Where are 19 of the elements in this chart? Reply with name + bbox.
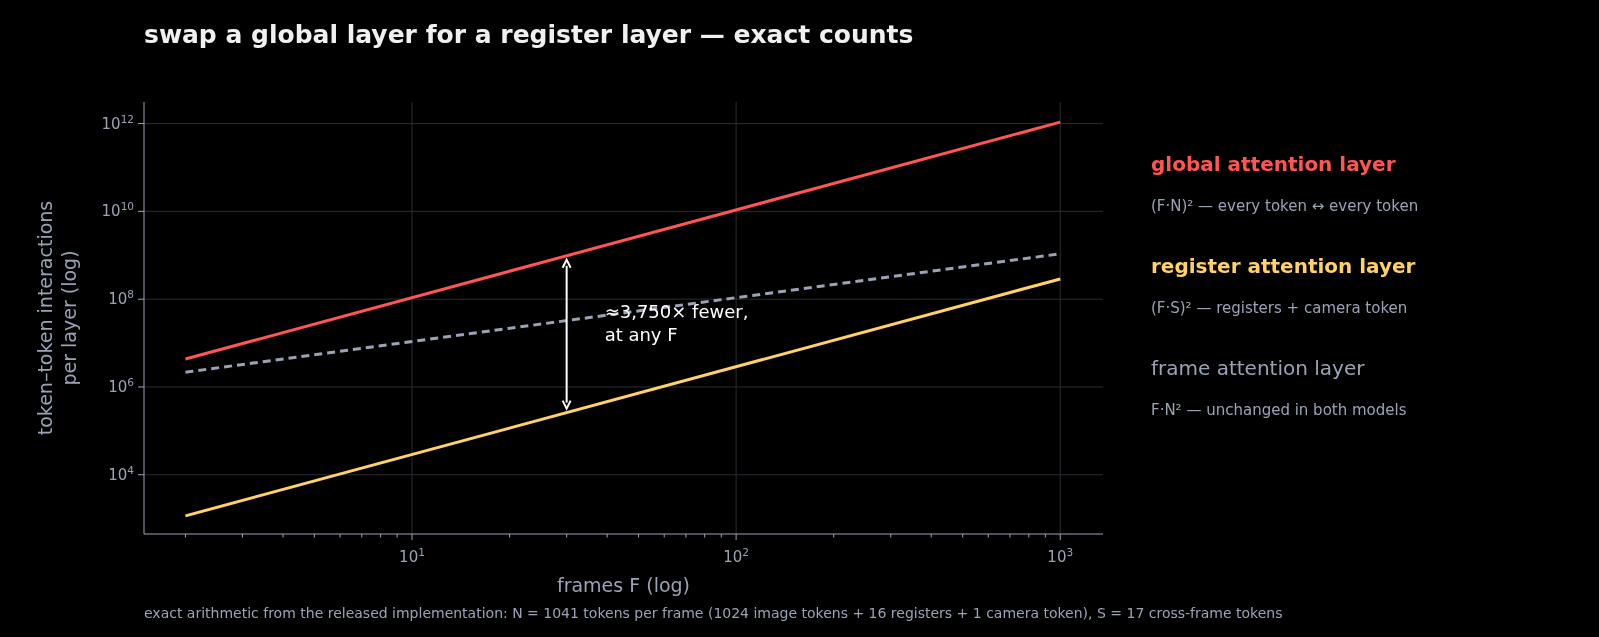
text: (F·S)² — registers + camera token — [1151, 299, 1408, 317]
y-tick-label: 10$^{12}$ — [101, 112, 134, 133]
chart-title: swap a global layer for a register layer — exact counts — [144, 20, 914, 49]
text: global attention layer — [1151, 152, 1396, 176]
x-axis-title: frames F (log) — [556, 574, 691, 596]
x-tick-label: 10$^{1}$ — [399, 546, 425, 566]
text: register attention layer — [1151, 254, 1416, 278]
y-tick-label: 10$^{10}$ — [101, 200, 134, 221]
text: exact arithmetic from the released implementation: N = 1041 tokens per frame (1024 image tokens + 16 registers + 1 camera token), S = 17 cross-frame tokens — [144, 605, 1283, 621]
text: (F·N)² — every token ↔ every token — [1151, 197, 1419, 215]
y-tick-label: 10$^{4}$ — [108, 463, 135, 484]
annotation: ≈3,750× fewer, at any F — [604, 301, 749, 346]
y-tick-label: 10$^{8}$ — [108, 288, 134, 309]
text: frame attention layer — [1151, 356, 1366, 380]
y-tick-label: 10$^{6}$ — [108, 375, 135, 396]
text: F·N² — unchanged in both models — [1151, 401, 1407, 419]
y-axis-title: token–token interactions per layer (log) — [34, 200, 80, 436]
x-tick-label: 10$^{3}$ — [1047, 546, 1074, 566]
x-tick-label: 10$^{2}$ — [723, 546, 749, 566]
